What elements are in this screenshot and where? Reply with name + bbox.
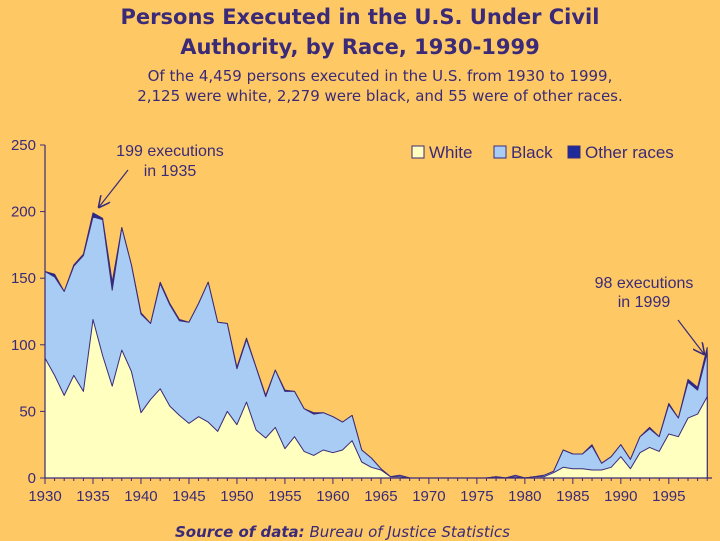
area-series-white — [44, 319, 708, 479]
x-tick-label: 1950 — [220, 488, 253, 505]
legend-label-other: Other races — [585, 143, 674, 162]
chart-title-line2: Authority, by Race, 1930-1999 — [180, 35, 540, 59]
y-tick-label: 100 — [11, 337, 36, 354]
y-tick-label: 50 — [19, 403, 36, 420]
x-tick-label: 1945 — [172, 488, 205, 505]
area-series-group — [44, 212, 708, 479]
y-tick-label: 150 — [11, 270, 36, 287]
area-series-black — [44, 216, 708, 479]
x-tick-label: 1985 — [556, 488, 589, 505]
x-tick-label: 1930 — [28, 488, 61, 505]
legend-label-black: Black — [511, 143, 553, 162]
legend-swatch-black — [493, 145, 507, 159]
source-label: Source of data: — [175, 523, 305, 541]
source-value: Bureau of Justice Statistics — [309, 523, 510, 541]
legend-swatch-white — [411, 145, 425, 159]
x-tick-label: 1965 — [364, 488, 397, 505]
x-tick-label: 1990 — [604, 488, 637, 505]
annotation-1999-line1: 98 executions — [595, 275, 694, 292]
x-tick-label: 1935 — [76, 488, 109, 505]
source-note: Source of data: Bureau of Justice Statis… — [175, 523, 715, 541]
annotation-1935: 199 executions in 1935 — [99, 143, 224, 207]
x-tick-label: 1995 — [652, 488, 685, 505]
y-tick-label: 250 — [11, 137, 36, 154]
annotation-1999: 98 executions in 1999 — [595, 275, 704, 354]
y-tick-label: 0 — [28, 470, 36, 487]
y-tick-label: 200 — [11, 204, 36, 221]
legend: White Black Other races — [411, 143, 674, 162]
x-tick-label: 1970 — [412, 488, 445, 505]
x-tick-label: 1960 — [316, 488, 349, 505]
annotation-1935-line1: 199 executions — [116, 143, 224, 160]
x-ticks-group: 1930 1935 1940 1945 1950 1955 1960 1965 1970 1975… — [28, 478, 708, 505]
chart-title: Persons Executed in the U.S. Under Civil… — [0, 2, 720, 62]
annotation-1935-arrow — [99, 169, 129, 207]
legend-swatch-other — [567, 145, 581, 159]
chart-subtitle: Of the 4,459 persons executed in the U.S… — [0, 66, 720, 106]
chart-subtitle-line2: 2,125 were white, 2,279 were black, and … — [137, 87, 623, 105]
annotation-1999-arrow — [677, 319, 704, 354]
annotation-1935-line2: in 1935 — [144, 163, 197, 180]
axes-group — [44, 145, 712, 479]
chart-title-line1: Persons Executed in the U.S. Under Civil — [120, 5, 600, 29]
annotation-1999-line2: in 1999 — [618, 294, 671, 311]
x-tick-label: 1975 — [460, 488, 493, 505]
y-ticks-group: 0 50 100 150 200 250 — [11, 137, 45, 487]
x-tick-label: 1955 — [268, 488, 301, 505]
legend-label-white: White — [429, 143, 472, 162]
chart-subtitle-line1: Of the 4,459 persons executed in the U.S… — [147, 67, 613, 85]
x-tick-label: 1980 — [508, 488, 541, 505]
x-tick-label: 1940 — [124, 488, 157, 505]
